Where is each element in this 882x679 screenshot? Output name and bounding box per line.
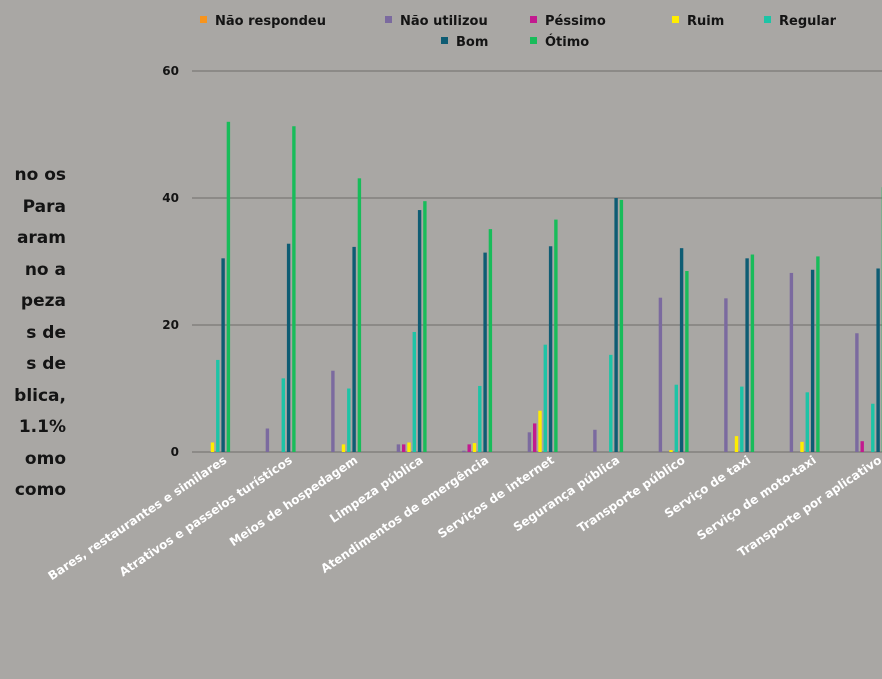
bar xyxy=(789,272,794,452)
legend-label: Não respondeu xyxy=(215,14,326,29)
bar xyxy=(527,432,532,452)
bar xyxy=(685,271,689,452)
legend-swatch xyxy=(200,16,207,23)
bar xyxy=(412,331,416,452)
y-tick-label: 20 xyxy=(162,318,179,332)
bar xyxy=(538,410,542,452)
y-axis-ticks: 0 20 40 60 xyxy=(162,64,179,459)
bar xyxy=(221,258,225,452)
legend-label: Péssimo xyxy=(545,14,606,29)
bar xyxy=(658,297,663,452)
side-text-line: aram xyxy=(16,228,66,248)
bar xyxy=(467,444,471,452)
bar xyxy=(331,370,335,452)
legend-swatch xyxy=(764,16,771,23)
side-text-line: no a xyxy=(24,259,66,280)
bar xyxy=(810,269,815,452)
y-tick-label: 0 xyxy=(171,445,179,459)
legend-label: Bom xyxy=(456,35,488,50)
bar xyxy=(483,252,487,452)
y-tick-label: 40 xyxy=(162,191,179,205)
bars xyxy=(210,121,882,453)
side-text-line: 1.1% xyxy=(18,417,66,437)
bar xyxy=(876,268,880,452)
side-text-line: omo xyxy=(24,448,66,469)
bar xyxy=(533,423,537,452)
bar xyxy=(347,388,351,452)
bar xyxy=(740,386,744,452)
bar xyxy=(816,256,820,452)
side-text-line: peza xyxy=(20,291,66,311)
legend-swatch xyxy=(385,16,392,23)
bar xyxy=(423,201,427,452)
bar xyxy=(286,243,291,452)
bar xyxy=(281,378,285,452)
bar xyxy=(548,246,553,452)
bar xyxy=(679,248,684,452)
bar xyxy=(357,178,362,452)
legend-label: Ótimo xyxy=(545,34,589,50)
gridlines xyxy=(192,70,882,453)
bar xyxy=(292,126,296,453)
bar xyxy=(871,403,875,452)
x-category-label: Serviço de moto-taxi xyxy=(694,453,818,543)
bar xyxy=(805,392,809,452)
bar xyxy=(619,199,624,452)
bar xyxy=(352,246,356,452)
bar xyxy=(609,354,613,452)
bar xyxy=(396,444,401,452)
bar xyxy=(216,359,220,452)
side-text-line: como xyxy=(14,480,66,500)
side-text-line: no os xyxy=(14,165,67,185)
bar xyxy=(674,384,678,452)
legend-swatch xyxy=(530,37,537,44)
bar xyxy=(800,441,804,452)
bar xyxy=(614,198,618,452)
side-text-line: blica, xyxy=(14,385,66,406)
legend-swatch xyxy=(530,16,537,23)
bar xyxy=(472,443,477,452)
bar xyxy=(734,436,739,452)
legend-label: Não utilizou xyxy=(400,14,488,29)
bar xyxy=(669,450,673,452)
bar xyxy=(462,450,466,452)
bar xyxy=(478,385,482,452)
y-tick-label: 60 xyxy=(162,64,179,78)
legend-swatch xyxy=(441,37,448,44)
side-text-line: Para xyxy=(22,196,66,217)
bar xyxy=(417,210,422,452)
bar xyxy=(341,444,346,452)
bar xyxy=(750,254,755,452)
legend: Não respondeu Não utilizou Péssimo Ruim Regu… xyxy=(200,14,837,50)
bar xyxy=(402,444,406,452)
legend-label: Regular xyxy=(779,14,837,29)
bar xyxy=(860,441,864,452)
bar xyxy=(265,428,270,452)
legend-label: Ruim xyxy=(687,14,724,29)
bar xyxy=(226,121,231,453)
bar xyxy=(210,442,215,452)
x-category-label: Serviços de internet xyxy=(435,453,557,541)
bar xyxy=(554,219,558,452)
bar xyxy=(543,344,547,452)
x-category-label: Meios de hospedagem xyxy=(227,453,360,549)
bar xyxy=(407,442,411,452)
bar xyxy=(724,298,728,452)
side-text-line: s de xyxy=(26,322,66,343)
bar xyxy=(488,229,493,452)
legend-swatch xyxy=(672,16,679,23)
side-paragraph: no os Para aram no a peza s de s de blic… xyxy=(0,160,66,507)
x-category-label: Transporte público xyxy=(575,453,688,535)
bar xyxy=(855,333,859,452)
x-category-label: Segurança pública xyxy=(511,453,622,535)
bar xyxy=(593,429,597,452)
side-text-line: s de xyxy=(26,354,66,374)
bar xyxy=(745,258,749,452)
x-axis-labels: Bares, restaurantes e similaresAtrativos… xyxy=(46,453,882,583)
